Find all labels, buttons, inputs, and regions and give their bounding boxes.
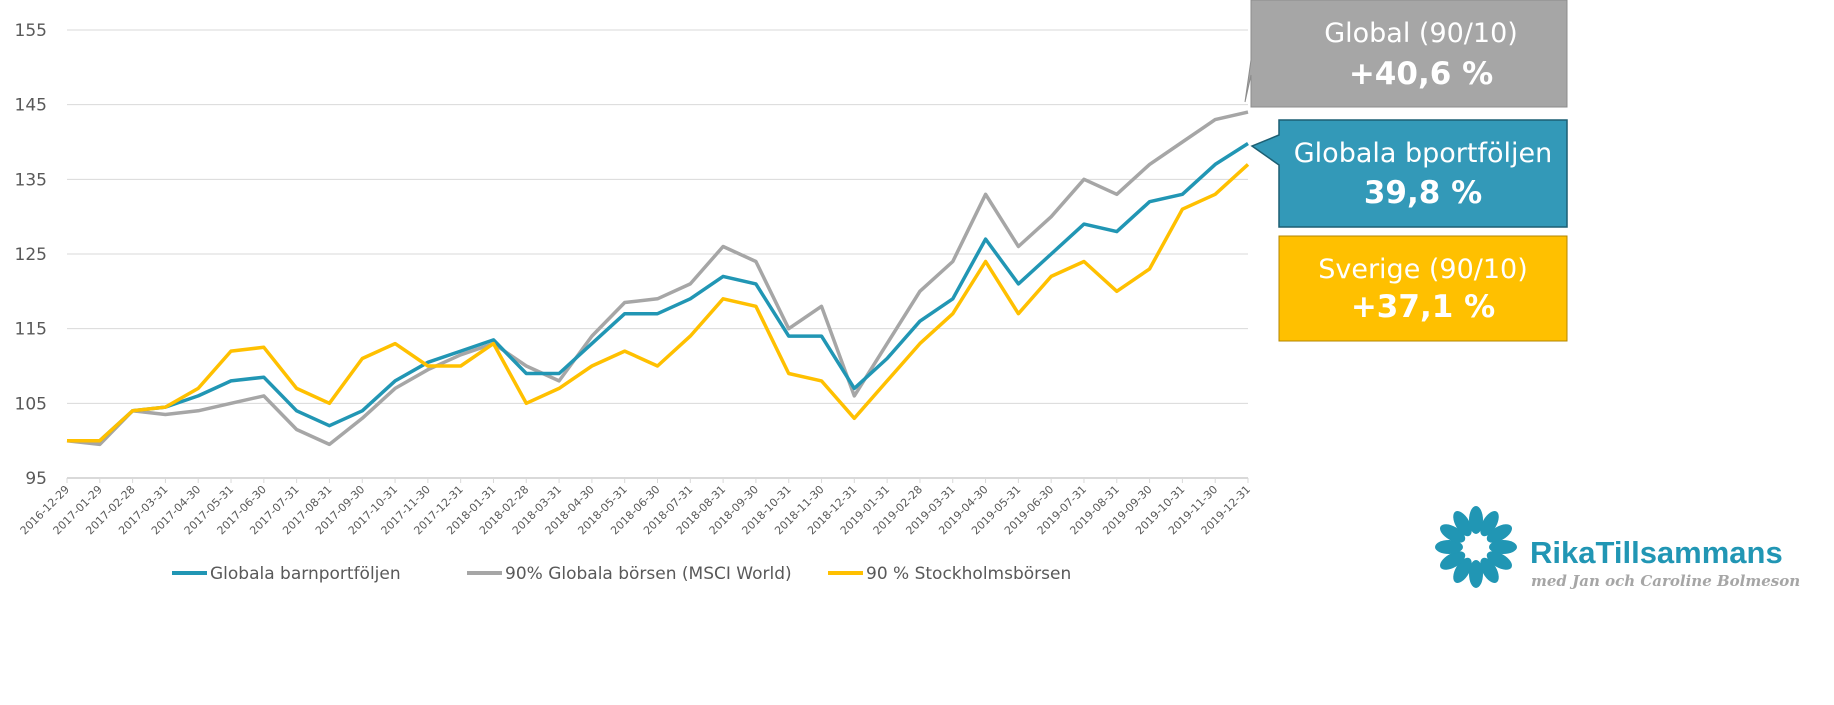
x-axis: 2016-12-292017-01-292017-02-282017-03-31… [18, 478, 1253, 537]
callout-barnportfolj-value: 39,8 % [1364, 175, 1482, 211]
gridlines [67, 29, 1248, 479]
series-lines [66, 110, 1250, 447]
legend: Globala barnportföljen 90% Globala börse… [172, 564, 1071, 584]
callout-global-value: +40,6 % [1349, 56, 1493, 92]
y-tick-label: 105 [15, 394, 47, 414]
legend-label-barnportfolj: Globala barnportföljen [210, 564, 401, 584]
logo-petal [1469, 506, 1483, 534]
series-line-1 [67, 142, 1249, 443]
logo-name: RikaTillsammans [1530, 535, 1783, 570]
callout-global-label: Global (90/10) [1324, 18, 1518, 49]
logo-petal [1480, 557, 1499, 584]
logo: RikaTillsammans med Jan och Caroline Bol… [1435, 506, 1800, 590]
series-line-0 [66, 110, 1249, 447]
logo-petal [1486, 551, 1513, 570]
callout-sverige-value: +37,1 % [1351, 289, 1495, 325]
logo-tagline: med Jan och Caroline Bolmeson [1531, 572, 1800, 590]
logo-petal [1439, 524, 1466, 543]
y-axis: 95 105 115 125 135 145 155 [15, 21, 47, 489]
logo-petal [1435, 540, 1463, 554]
y-tick-label: 135 [15, 170, 47, 190]
logo-petal [1480, 510, 1499, 537]
logo-petal [1453, 510, 1472, 537]
callout-sverige: Sverige (90/10) +37,1 % [1278, 235, 1568, 342]
legend-label-sverige: 90 % Stockholmsbörsen [866, 564, 1071, 584]
logo-petal [1469, 560, 1483, 588]
logo-petal [1489, 540, 1517, 554]
y-tick-label: 145 [15, 96, 47, 116]
callout-sverige-label: Sverige (90/10) [1318, 254, 1528, 285]
callout-barnportfolj: Globala bportföljen 39,8 % [1250, 119, 1568, 228]
callout-global: Global (90/10) +40,6 % [1244, 0, 1568, 108]
logo-petal [1439, 551, 1466, 570]
callout-barnportfolj-label: Globala bportföljen [1294, 138, 1553, 169]
y-tick-label: 155 [15, 21, 47, 41]
logo-flower-icon [1435, 506, 1517, 588]
y-tick-label: 115 [15, 320, 47, 340]
logo-petal [1486, 524, 1513, 543]
y-tick-label: 95 [25, 469, 47, 489]
y-tick-label: 125 [15, 245, 47, 265]
legend-label-global: 90% Globala börsen (MSCI World) [505, 564, 792, 584]
series-line-2 [67, 163, 1250, 443]
logo-petal [1453, 557, 1472, 584]
